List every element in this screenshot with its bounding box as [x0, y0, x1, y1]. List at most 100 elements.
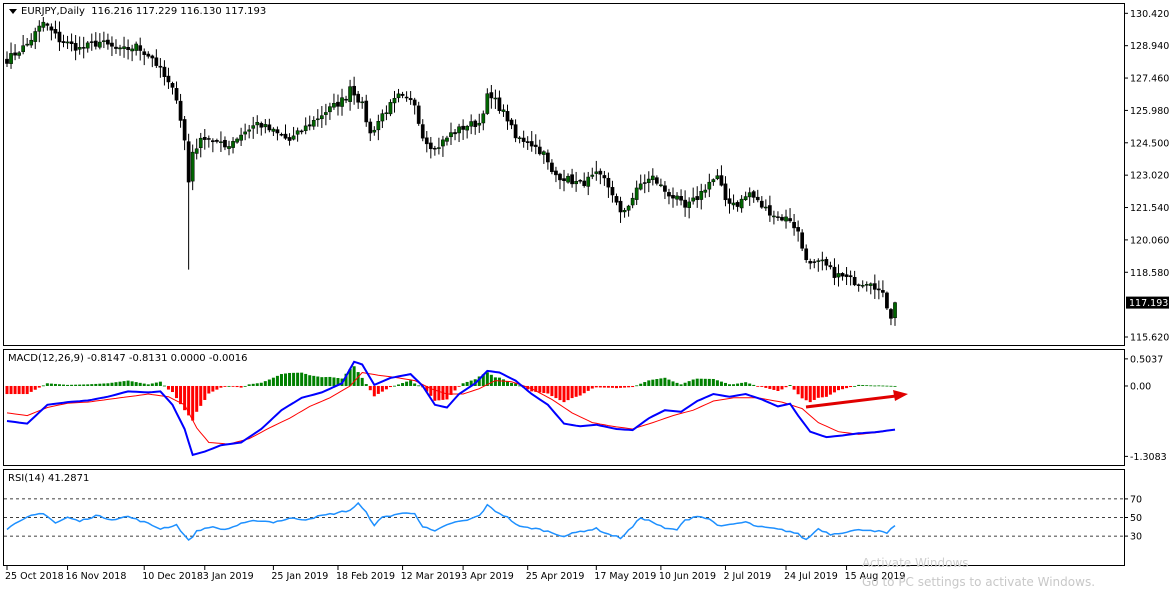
macd-histogram-bar	[45, 383, 49, 386]
candle-body	[735, 202, 740, 207]
candle-body	[759, 200, 764, 208]
candle-body	[780, 216, 784, 221]
candle-body	[630, 197, 635, 206]
candle-body	[259, 123, 264, 128]
price-tick-label: 130.420	[1130, 9, 1169, 20]
macd-histogram-bar	[594, 385, 598, 388]
candle-body	[566, 175, 570, 183]
candle-body	[372, 129, 377, 133]
candle-body	[650, 175, 655, 181]
candle-body	[832, 266, 837, 278]
macd-histogram-bar	[98, 383, 102, 386]
macd-histogram-bar	[5, 385, 9, 395]
rsi-tick-label: 50	[1130, 513, 1142, 524]
macd-histogram-bar	[223, 385, 227, 387]
macd-histogram-bar	[647, 380, 651, 386]
macd-histogram-bar	[284, 373, 288, 386]
macd-histogram-bar	[723, 382, 727, 386]
macd-histogram-bar	[857, 384, 861, 386]
candle-body	[659, 184, 663, 187]
candle-body	[348, 86, 352, 102]
candle-body	[223, 139, 227, 148]
macd-histogram-bar	[170, 385, 174, 393]
candle-body	[477, 122, 482, 126]
macd-signal-line	[6, 371, 896, 445]
date-tick-label: 2 Jul 2019	[723, 571, 771, 582]
macd-histogram-bar	[816, 385, 820, 398]
macd-histogram-bar	[619, 385, 623, 388]
macd-histogram-bar	[546, 385, 550, 394]
date-tick-label: 3 Jan 2019	[203, 571, 254, 582]
candle-body	[93, 40, 98, 47]
candle-body	[763, 206, 768, 209]
candle-body	[872, 283, 877, 290]
date-tick-label: 24 Jul 2019	[784, 571, 838, 582]
macd-histogram-bar	[328, 376, 332, 386]
macd-tick-label: 0.00	[1130, 381, 1151, 392]
candle-body	[307, 124, 312, 127]
macd-histogram-bar	[784, 385, 788, 388]
candle-body	[170, 83, 175, 88]
candle-body	[65, 41, 70, 44]
macd-histogram-bar	[288, 372, 292, 386]
macd-histogram-bar	[812, 385, 816, 400]
candle-body	[784, 216, 788, 222]
candle-body	[582, 180, 587, 186]
candle-body	[634, 187, 639, 200]
macd-histogram-bar	[501, 379, 505, 386]
macd-histogram-bar	[489, 374, 493, 386]
macd-histogram-bar	[853, 385, 857, 387]
macd-histogram-bar	[392, 385, 396, 387]
macd-histogram-bar	[296, 372, 300, 386]
candle-body	[215, 140, 219, 142]
candle-body	[691, 197, 696, 202]
macd-histogram-bar	[780, 385, 784, 390]
macd-histogram-bar	[126, 380, 130, 386]
candle-body	[461, 125, 465, 130]
macd-histogram-bar	[631, 385, 635, 388]
macd-histogram-bar	[845, 385, 849, 389]
macd-histogram-bar	[728, 384, 732, 386]
macd-histogram-bar	[49, 383, 53, 386]
candle-body	[441, 139, 445, 147]
macd-histogram-bar	[865, 385, 869, 387]
macd-histogram-bar	[90, 384, 94, 386]
macd-histogram-bar	[344, 373, 348, 386]
macd-histogram-bar	[271, 377, 275, 386]
macd-histogram-bar	[623, 385, 627, 388]
candle-body	[489, 92, 494, 99]
macd-histogram-bar	[175, 385, 179, 399]
candle-body	[856, 284, 861, 286]
macd-histogram-bar	[445, 385, 449, 400]
macd-histogram-bar	[719, 381, 723, 386]
rsi-tick-label: 30	[1130, 532, 1142, 543]
candle-body	[412, 99, 417, 106]
macd-histogram-bar	[679, 384, 683, 386]
candle-body	[85, 42, 90, 49]
candle-body	[227, 146, 231, 149]
candle-body	[796, 227, 800, 232]
panel-menu-icon[interactable]	[9, 8, 17, 14]
current-price-tag	[1126, 296, 1169, 309]
macd-histogram-bar	[13, 385, 17, 395]
candle-body	[295, 130, 300, 135]
macd-panel-header: MACD(12,26,9) -0.8147 -0.8131 0.0000 -0.…	[8, 353, 248, 364]
candle-body	[267, 124, 272, 131]
macd-histogram-bar	[82, 384, 86, 386]
macd-histogram-bar	[695, 378, 699, 386]
macd-histogram-bar	[106, 383, 110, 386]
candle-body	[388, 102, 393, 115]
candle-body	[364, 100, 369, 123]
macd-histogram-bar	[388, 385, 392, 388]
candle-body	[291, 135, 296, 140]
candle-body	[336, 101, 340, 107]
macd-histogram-bar	[162, 385, 166, 387]
macd-histogram-bar	[691, 379, 695, 386]
macd-histogram-bar	[267, 379, 271, 386]
macd-histogram-bar	[62, 384, 66, 386]
macd-histogram-bar	[655, 379, 659, 386]
candle-body	[130, 48, 134, 52]
macd-histogram-bar	[203, 385, 207, 400]
macd-histogram-bar	[550, 385, 554, 397]
macd-histogram-bar	[659, 378, 663, 386]
